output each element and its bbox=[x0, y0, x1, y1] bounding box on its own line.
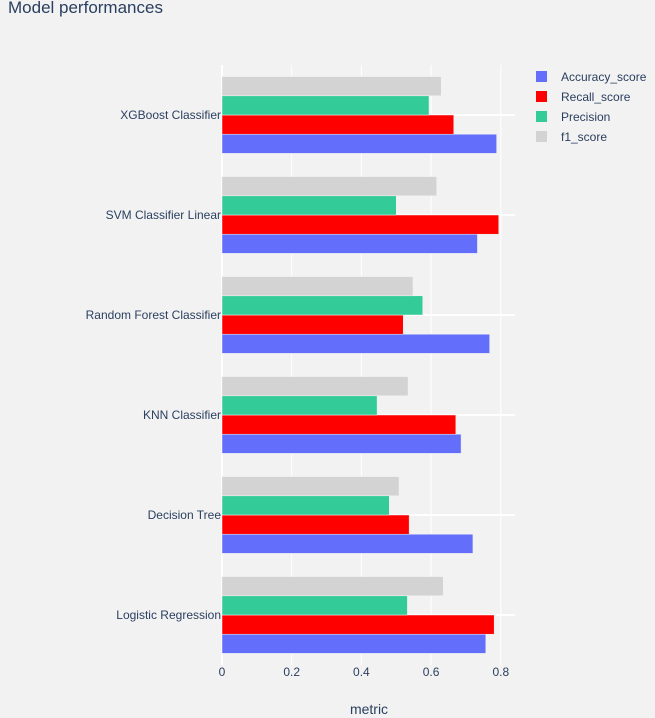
grid bbox=[221, 65, 515, 665]
legend: Accuracy_score Recall_score Precision f1_sc… bbox=[536, 70, 647, 144]
x-axis-title: metric bbox=[350, 701, 388, 717]
y-tick-label: Random Forest Classifier bbox=[86, 308, 221, 322]
bar-precision[interactable] bbox=[221, 95, 430, 116]
bar-recall-score[interactable] bbox=[221, 114, 455, 135]
bars bbox=[221, 76, 499, 654]
bar-accuracy-score[interactable] bbox=[221, 533, 474, 554]
bar-accuracy-score[interactable] bbox=[221, 133, 497, 154]
bar-precision[interactable] bbox=[221, 595, 408, 616]
bar-accuracy-score[interactable] bbox=[221, 633, 487, 654]
bar-precision[interactable] bbox=[221, 295, 423, 316]
legend-swatch[interactable] bbox=[536, 111, 547, 122]
bar-precision[interactable] bbox=[221, 395, 378, 416]
bar-recall-score[interactable] bbox=[221, 414, 457, 435]
bar-recall-score[interactable] bbox=[221, 514, 410, 535]
bar-f1-score[interactable] bbox=[221, 576, 444, 597]
y-tick-label: XGBoost Classifier bbox=[120, 108, 221, 122]
y-tick-label: Decision Tree bbox=[148, 508, 222, 522]
bar-recall-score[interactable] bbox=[221, 214, 499, 235]
legend-label[interactable]: Accuracy_score bbox=[561, 70, 647, 84]
x-tick-label: 0 bbox=[219, 665, 226, 679]
legend-swatch[interactable] bbox=[536, 91, 547, 102]
bar-precision[interactable] bbox=[221, 195, 397, 216]
legend-label[interactable]: f1_score bbox=[561, 130, 607, 144]
y-tick-label: SVM Classifier Linear bbox=[106, 208, 221, 222]
legend-swatch[interactable] bbox=[536, 131, 547, 142]
x-tick-label: 0.2 bbox=[283, 665, 300, 679]
bar-f1-score[interactable] bbox=[221, 276, 414, 297]
x-tick-label: 0.6 bbox=[423, 665, 440, 679]
x-tick-labels: 0 0.2 0.4 0.6 0.8 bbox=[219, 665, 510, 679]
bar-f1-score[interactable] bbox=[221, 76, 442, 97]
bar-accuracy-score[interactable] bbox=[221, 333, 490, 354]
legend-label[interactable]: Precision bbox=[561, 110, 610, 124]
bar-accuracy-score[interactable] bbox=[221, 433, 462, 454]
bar-f1-score[interactable] bbox=[221, 176, 437, 197]
bar-f1-score[interactable] bbox=[221, 476, 400, 497]
x-tick-label: 0.4 bbox=[353, 665, 370, 679]
bar-precision[interactable] bbox=[221, 495, 390, 516]
bar-f1-score[interactable] bbox=[221, 376, 409, 397]
chart-title: Model performances bbox=[8, 0, 163, 17]
legend-swatch[interactable] bbox=[536, 71, 547, 82]
y-tick-labels: Logistic Regression Decision Tree KNN Clas… bbox=[86, 108, 222, 622]
bar-recall-score[interactable] bbox=[221, 314, 404, 335]
y-tick-label: Logistic Regression bbox=[116, 608, 221, 622]
legend-label[interactable]: Recall_score bbox=[561, 90, 631, 104]
x-tick-label: 0.8 bbox=[492, 665, 509, 679]
bar-accuracy-score[interactable] bbox=[221, 233, 478, 254]
y-tick-label: KNN Classifier bbox=[143, 408, 221, 422]
bar-recall-score[interactable] bbox=[221, 614, 495, 635]
